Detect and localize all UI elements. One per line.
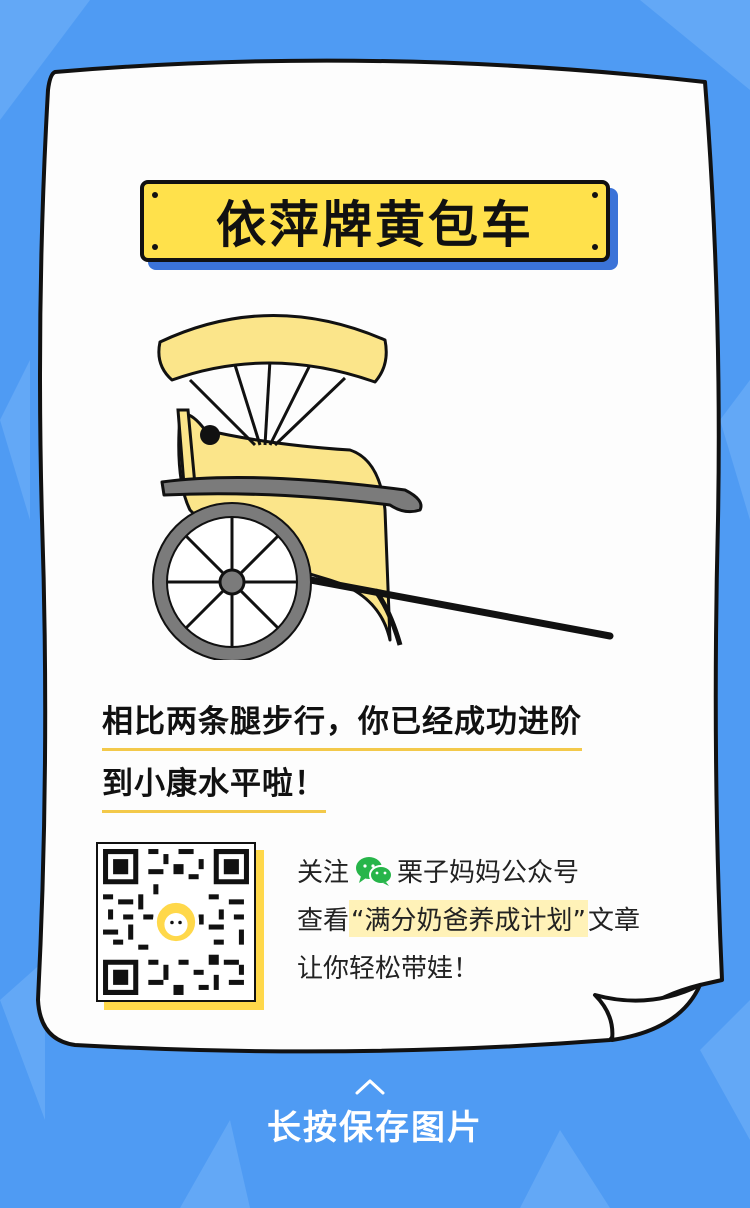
article-line: 查看 “满分奶爸养成计划” 文章 — [297, 900, 640, 937]
plate-rivet — [592, 244, 598, 250]
article-title: “满分奶爸养成计划” — [349, 900, 588, 937]
account-name: 栗子妈妈公众号 — [397, 858, 580, 888]
view-suffix: 文章 — [587, 906, 640, 936]
plate-rivet — [152, 192, 158, 198]
tagline: 让你轻松带娃！ — [297, 954, 480, 984]
plate-rivet — [152, 244, 158, 250]
chevron-up-icon — [355, 1079, 385, 1095]
qr-box — [96, 842, 256, 1002]
follow-prefix: 关注 — [297, 858, 350, 888]
title-plate: 依萍牌黄包车 — [140, 180, 610, 262]
headline-line-2: 到小康水平啦！ — [102, 758, 326, 813]
save-image-hint[interactable]: 长按保存图片 — [267, 1108, 483, 1148]
wechat-icon — [356, 856, 394, 886]
qr-code[interactable] — [96, 842, 266, 1010]
follow-line: 关注 栗子妈妈公众号 — [297, 852, 579, 889]
view-prefix: 查看 — [297, 906, 350, 936]
rickshaw-illustration — [152, 314, 614, 660]
qr-pattern — [98, 844, 254, 1000]
plate-rivet — [592, 192, 598, 198]
headline-line-1: 相比两条腿步行，你已经成功进阶 — [102, 696, 582, 751]
page-title: 依萍牌黄包车 — [216, 196, 534, 254]
